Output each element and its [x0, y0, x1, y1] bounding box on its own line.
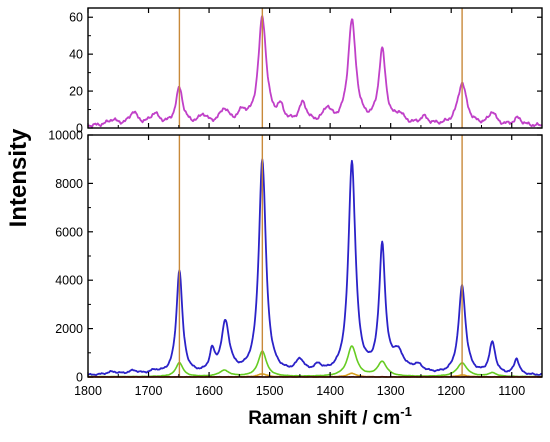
reference-lines [178, 8, 463, 377]
x-tick-label: 1400 [316, 384, 344, 398]
x-axis-title-superscript: -1 [400, 404, 412, 419]
x-tick-label: 1200 [437, 384, 465, 398]
bottom-y-tick-label: 4000 [55, 274, 83, 288]
top-y-tick-label: 20 [69, 85, 83, 99]
x-axis: 1800 1700 1600 1500 1400 1300 1200 1100 [74, 384, 525, 398]
top-frame [87, 7, 543, 129]
top-y-tick-label: 0 [76, 122, 83, 136]
x-tick-label: 1700 [135, 384, 163, 398]
bottom-y-tick-label: 10000 [48, 129, 83, 143]
bottom-y-tick-label: 2000 [55, 322, 83, 336]
bottom-y-tick-label: 8000 [55, 177, 83, 191]
x-axis-title-main: Raman shift / cm [248, 408, 400, 429]
x-tick-label: 1300 [377, 384, 405, 398]
x-tick-label: 1100 [498, 384, 525, 398]
x-tick-label: 1600 [195, 384, 223, 398]
bottom-series-1 [87, 345, 543, 378]
x-axis-title: Raman shift / cm-1 [248, 404, 412, 429]
bottom-y-tick-label: 0 [76, 371, 83, 385]
x-tick-label: 1800 [74, 384, 102, 398]
top-panel [87, 14, 543, 128]
top-series-0 [87, 14, 543, 128]
x-tick-label: 1500 [256, 384, 284, 398]
bottom-series-0 [87, 158, 543, 377]
top-y-tick-label: 60 [69, 11, 83, 25]
panel-frames: 0 20 40 60 0 2000 4000 6000 8000 10000 [48, 7, 543, 385]
y-axis-title: Intensity [5, 128, 32, 227]
bottom-panel [87, 158, 543, 378]
bottom-frame [87, 134, 543, 378]
bottom-y-tick-label: 6000 [55, 225, 83, 239]
top-y-tick-label: 40 [69, 48, 83, 62]
